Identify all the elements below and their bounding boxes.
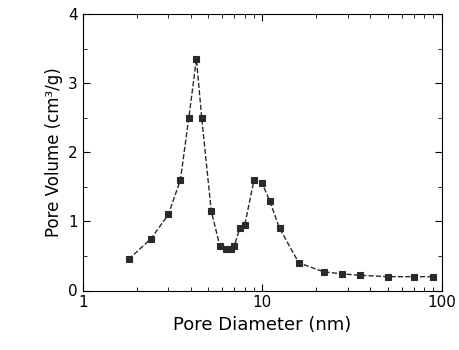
X-axis label: Pore Diameter (nm): Pore Diameter (nm) [173, 316, 351, 334]
Y-axis label: Pore Volume (cm³/g): Pore Volume (cm³/g) [45, 67, 62, 237]
